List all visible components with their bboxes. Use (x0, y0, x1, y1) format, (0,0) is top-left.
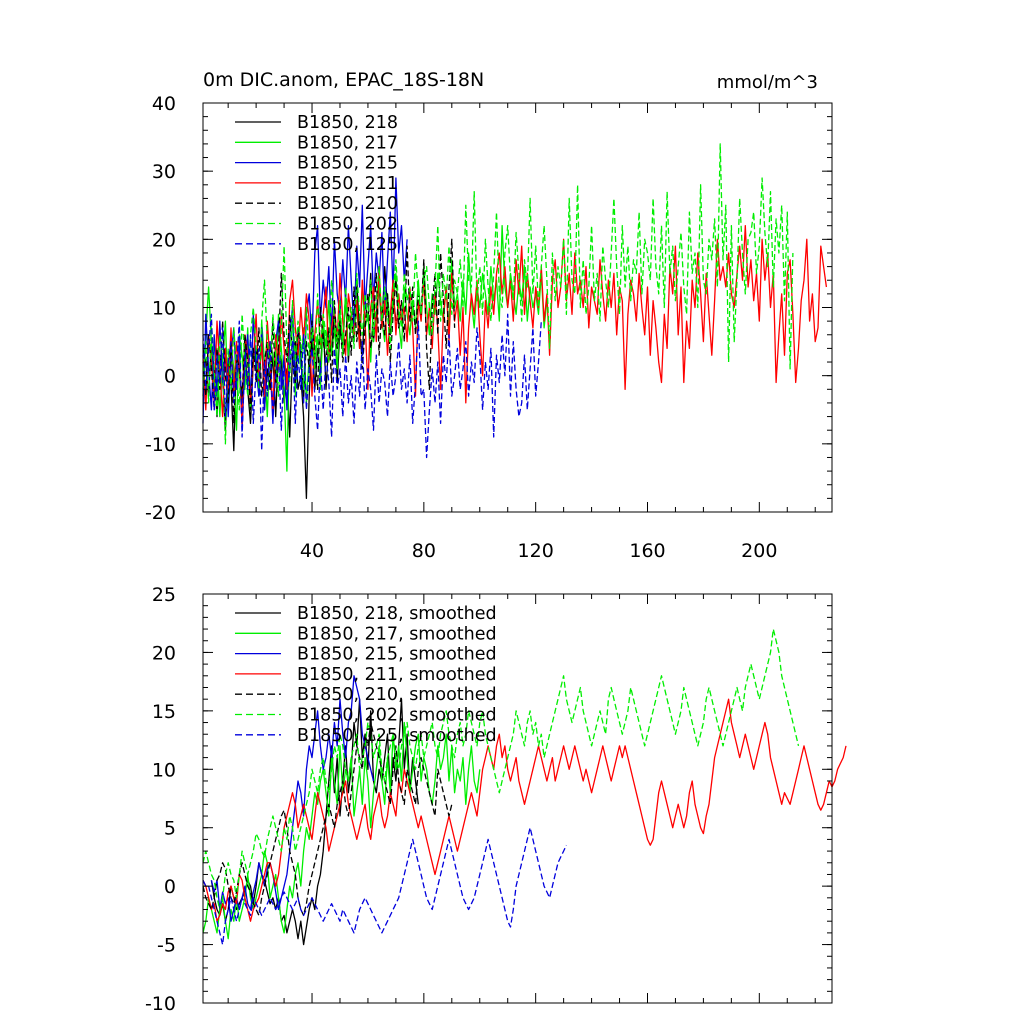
bottom-legend-label: B1850, 218, smoothed (297, 604, 497, 624)
x-tick-label: 80 (412, 540, 436, 562)
top-legend-label: B1850, 215 (297, 154, 398, 174)
top-y-tick-label: -10 (145, 434, 176, 456)
bottom-y-tick-label: 5 (164, 818, 176, 840)
x-tick-label: 120 (518, 540, 554, 562)
bottom-series-line-b1850-217-smoothed (202, 721, 481, 940)
top-y-tick-label: 0 (164, 366, 176, 388)
bottom-y-tick-label: 15 (152, 701, 176, 723)
bottom-y-tick-label: 0 (164, 876, 176, 898)
bottom-plot-frame (202, 593, 833, 1004)
bottom-series-group (202, 628, 847, 946)
bottom-y-tick-label: 10 (152, 759, 176, 781)
top-legend-label: B1850, 210 (297, 194, 398, 214)
chart-title: 0m DIC.anom, EPAC_18S-18N (203, 69, 484, 91)
x-tick-label: 200 (741, 540, 777, 562)
top-series-group (202, 143, 828, 500)
top-y-tick-label: 40 (152, 93, 176, 115)
units-label: mmol/m^3 (717, 72, 818, 93)
bottom-series-line-b1850-210-smoothed (202, 721, 453, 917)
top-axes: -20 -10 0 10 20 30 40 40 80 120 160 200 (145, 93, 832, 562)
top-legend-label: B1850, 218 (297, 113, 398, 133)
top-legend-label: B1850, 125 (297, 235, 398, 255)
bottom-legend-label: B1850, 202, smoothed (297, 706, 497, 726)
top-series-line-b1850-202 (202, 143, 794, 445)
top-series-line-b1850-210 (202, 238, 456, 425)
bottom-legend-label: B1850, 211, smoothed (297, 665, 497, 685)
bottom-y-tick-label: 20 (152, 642, 176, 664)
bottom-series-line-b1850-125-smoothed (202, 827, 567, 946)
top-legend-label: B1850, 202 (297, 215, 398, 235)
bottom-legend-label: B1850, 215, smoothed (297, 645, 497, 665)
top-series-line-b1850-125 (202, 313, 542, 459)
top-y-tick-label: 20 (152, 229, 176, 251)
bottom-legend-label: B1850, 210, smoothed (297, 685, 497, 705)
bottom-y-tick-label: -5 (157, 935, 176, 957)
bottom-series-line-b1850-202-smoothed (202, 628, 800, 911)
bottom-y-tick-label: -10 (145, 993, 176, 1015)
top-series-line-b1850-211 (202, 225, 828, 425)
x-tick-label: 40 (300, 540, 324, 562)
top-y-tick-label: -20 (145, 502, 176, 524)
bottom-y-tick-label: 25 (152, 584, 176, 606)
x-tick-label: 160 (629, 540, 665, 562)
bottom-legend-label: B1850, 217, smoothed (297, 624, 497, 644)
top-legend-label: B1850, 211 (297, 174, 398, 194)
bottom-legend-label: B1850, 125, smoothed (297, 726, 497, 746)
top-panel-chart: 0m DIC.anom, EPAC_18S-18N mmol/m^3 -20 -1… (145, 69, 833, 562)
top-legend-label: B1850, 217 (297, 133, 398, 153)
top-y-tick-label: 30 (152, 161, 176, 183)
bottom-axes: -10 -5 0 5 10 15 20 25 (145, 584, 832, 1015)
top-y-tick-label: 10 (152, 298, 176, 320)
bottom-series-line-b1850-211-smoothed (202, 698, 847, 922)
